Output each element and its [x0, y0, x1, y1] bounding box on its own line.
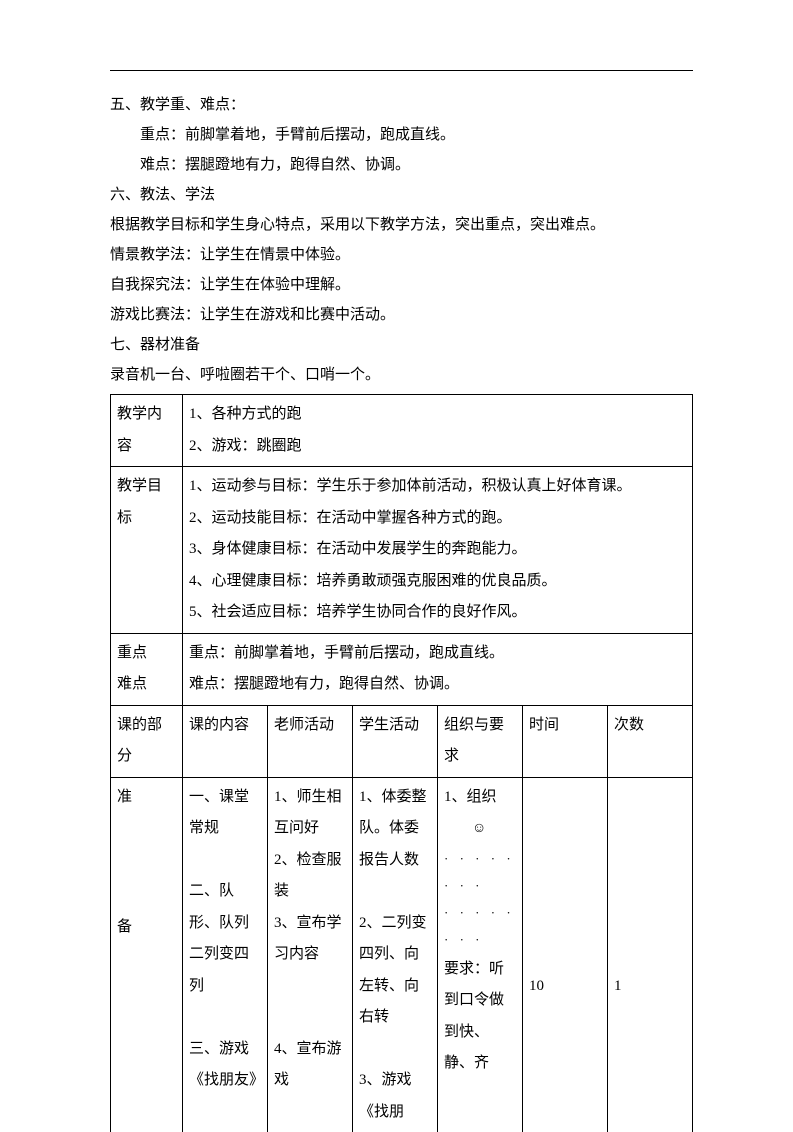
- cell-time: 10: [523, 777, 608, 1132]
- teacher-item-1: 1、师生相互问好: [274, 782, 346, 845]
- cell-label-keypoints: 重点 难点: [111, 633, 183, 705]
- hdr-part: 课的部分: [111, 705, 183, 777]
- cell-part-prep: 准 备: [111, 777, 183, 1132]
- hdr-count: 次数: [608, 705, 693, 777]
- hdr-content: 课的内容: [183, 705, 268, 777]
- content-item-1: 一、课堂常规: [189, 782, 261, 845]
- table-row-prep: 准 备 一、课堂常规 二、队形、队列 二列变四列 三、游戏《找朋友》 1、师生相…: [111, 777, 693, 1132]
- org-requirement: 要求：听到口令做到快、静、齐: [444, 954, 516, 1080]
- keypoint-line-1: 重点：前脚掌着地，手臂前后摆动，跑成直线。: [189, 638, 686, 670]
- teacher-item-3: 3、宣布学习内容: [274, 908, 346, 971]
- teacher-item-2: 2、检查服装: [274, 845, 346, 908]
- cell-organization: 1、组织 ☺ · · · · · · · · · · · · · · · · 要…: [438, 777, 523, 1132]
- section-five-difficulty: 难点：摆腿蹬地有力，跑得自然、协调。: [110, 150, 693, 180]
- horizontal-rule: [110, 70, 693, 71]
- content-item-4: 三、游戏《找朋友》: [189, 1034, 261, 1097]
- student-item-3: 3、游戏《找朋: [359, 1065, 431, 1128]
- content-item-3: 二列变四列: [189, 939, 261, 1002]
- prep-char-b: 备: [117, 912, 176, 944]
- table-row-content: 教学内容 1、各种方式的跑 2、游戏：跳圈跑: [111, 395, 693, 467]
- section-five-title: 五、教学重、难点：: [110, 90, 693, 120]
- content-line-1: 1、各种方式的跑: [189, 399, 686, 431]
- org-dots-1: · · · · · · · ·: [444, 845, 516, 900]
- content-line-2: 2、游戏：跳圈跑: [189, 431, 686, 463]
- student-item-2: 2、二列变四列、向左转、向右转: [359, 908, 431, 1034]
- prep-char-a: 准: [117, 782, 176, 814]
- student-item-1: 1、体委整队。体委报告人数: [359, 782, 431, 877]
- table-row-header: 课的部分 课的内容 老师活动 学生活动 组织与要求 时间 次数: [111, 705, 693, 777]
- section-five-keypoint: 重点：前脚掌着地，手臂前后摆动，跑成直线。: [110, 120, 693, 150]
- hdr-student: 学生活动: [353, 705, 438, 777]
- section-seven-items: 录音机一台、呼啦圈若干个、口哨一个。: [110, 360, 693, 390]
- goal-line-3: 3、身体健康目标：在活动中发展学生的奔跑能力。: [189, 534, 686, 566]
- table-row-keypoints: 重点 难点 重点：前脚掌着地，手臂前后摆动，跑成直线。 难点：摆腿蹬地有力，跑得…: [111, 633, 693, 705]
- hdr-org: 组织与要求: [438, 705, 523, 777]
- section-six-method-2: 自我探究法：让学生在体验中理解。: [110, 270, 693, 300]
- section-six-method-3: 游戏比赛法：让学生在游戏和比赛中活动。: [110, 300, 693, 330]
- hdr-teacher: 老师活动: [268, 705, 353, 777]
- teacher-item-4: 4、宣布游戏: [274, 1034, 346, 1097]
- cell-goals-body: 1、运动参与目标：学生乐于参加体前活动，积极认真上好体育课。 2、运动技能目标：…: [183, 467, 693, 634]
- cell-teacher-activity: 1、师生相互问好 2、检查服装 3、宣布学习内容 4、宣布游戏: [268, 777, 353, 1132]
- cell-label-content: 教学内容: [111, 395, 183, 467]
- keypoint-line-2: 难点：摆腿蹬地有力，跑得自然、协调。: [189, 669, 686, 701]
- section-six-method-1: 情景教学法：让学生在情景中体验。: [110, 240, 693, 270]
- org-item-1: 1、组织: [444, 782, 516, 814]
- goal-line-2: 2、运动技能目标：在活动中掌握各种方式的跑。: [189, 503, 686, 535]
- section-seven-title: 七、器材准备: [110, 330, 693, 360]
- section-six-title: 六、教法、学法: [110, 180, 693, 210]
- hdr-time: 时间: [523, 705, 608, 777]
- cell-content-body: 1、各种方式的跑 2、游戏：跳圈跑: [183, 395, 693, 467]
- cell-count: 1: [608, 777, 693, 1132]
- goal-line-4: 4、心理健康目标：培养勇敢顽强克服困难的优良品质。: [189, 566, 686, 598]
- cell-lesson-content: 一、课堂常规 二、队形、队列 二列变四列 三、游戏《找朋友》: [183, 777, 268, 1132]
- cell-label-goals: 教学目标: [111, 467, 183, 634]
- count-value: 1: [614, 971, 686, 1003]
- smiley-icon: ☺: [472, 814, 486, 843]
- keypoint-label-a: 重点: [117, 638, 176, 670]
- goal-line-1: 1、运动参与目标：学生乐于参加体前活动，积极认真上好体育课。: [189, 471, 686, 503]
- lesson-plan-table: 教学内容 1、各种方式的跑 2、游戏：跳圈跑 教学目标 1、运动参与目标：学生乐…: [110, 394, 693, 1132]
- goal-line-5: 5、社会适应目标：培养学生协同合作的良好作风。: [189, 597, 686, 629]
- section-six-intro: 根据教学目标和学生身心特点，采用以下教学方法，突出重点，突出难点。: [110, 210, 693, 240]
- cell-keypoints-body: 重点：前脚掌着地，手臂前后摆动，跑成直线。 难点：摆腿蹬地有力，跑得自然、协调。: [183, 633, 693, 705]
- table-row-goals: 教学目标 1、运动参与目标：学生乐于参加体前活动，积极认真上好体育课。 2、运动…: [111, 467, 693, 634]
- keypoint-label-b: 难点: [117, 669, 176, 701]
- cell-student-activity: 1、体委整队。体委报告人数 2、二列变四列、向左转、向右转 3、游戏《找朋: [353, 777, 438, 1132]
- org-dots-2: · · · · · · · ·: [444, 899, 516, 954]
- time-value: 10: [529, 971, 601, 1003]
- content-item-2: 二、队形、队列: [189, 876, 261, 939]
